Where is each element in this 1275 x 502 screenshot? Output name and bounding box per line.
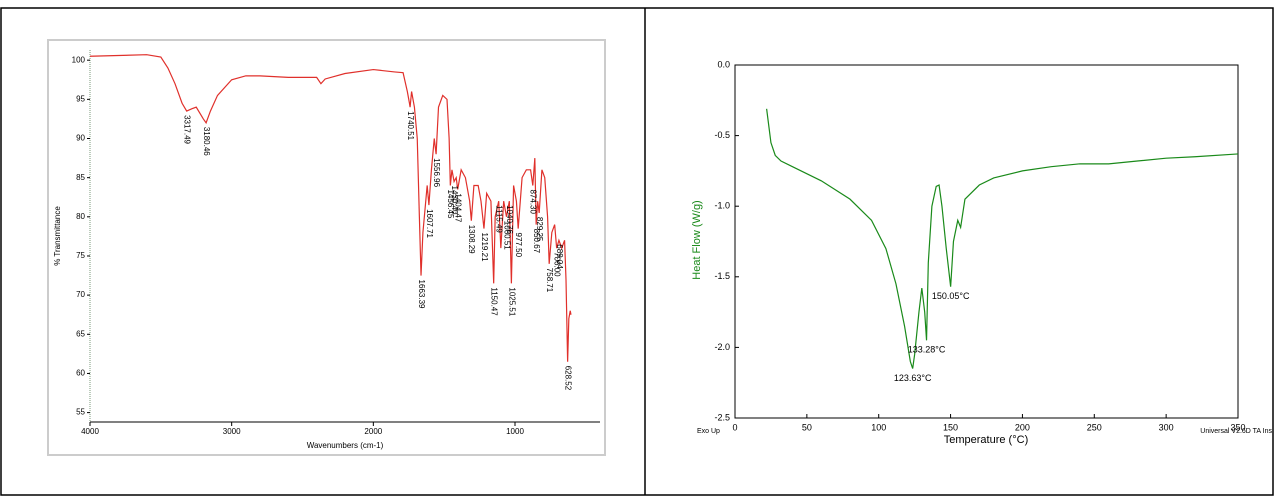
peak-label: 758.71: [545, 268, 554, 293]
y-axis-label: % Transmittance: [53, 206, 62, 266]
y-tick-label: -2.5: [714, 412, 730, 422]
y-tick-label: 75: [76, 251, 85, 260]
plot-frame: [734, 64, 1239, 419]
x-tick-label: 4000: [81, 427, 99, 436]
peak-label: 1308.29: [467, 225, 476, 254]
peak-label: 850.67: [532, 229, 541, 254]
peak-label: 977.50: [514, 233, 523, 258]
peak-label: 829.25: [535, 217, 544, 242]
x-tick-label: 300: [1159, 422, 1174, 432]
y-tick-label: 95: [76, 94, 85, 103]
y-tick-label: -2.0: [714, 342, 730, 352]
x-tick-label: 1000: [506, 427, 524, 436]
peak-label: 1456.45: [446, 189, 455, 218]
x-tick-label: 2000: [364, 427, 382, 436]
peak-label: 133.28°C: [908, 345, 946, 355]
y-axis-label: Heat Flow (W/g): [691, 200, 703, 279]
x-tick-label: 350: [1230, 422, 1245, 432]
y-tick-label: 70: [76, 290, 85, 299]
y-tick-label: 80: [76, 212, 85, 221]
peak-label: 706.00: [553, 252, 562, 277]
y-tick-label: -0.5: [714, 130, 730, 140]
peak-label: 1025.51: [507, 287, 516, 316]
x-tick-label: 200: [1015, 422, 1030, 432]
y-tick-label: 85: [76, 173, 85, 182]
x-axis-label: Wavenumbers (cm-1): [307, 441, 384, 450]
x-tick-label: 50: [802, 422, 812, 432]
x-tick-label: 100: [871, 422, 886, 432]
peak-label: 628.52: [564, 366, 573, 391]
peak-label: 1404.47: [454, 193, 463, 222]
peak-label: 150.05°C: [932, 291, 970, 301]
y-tick-label: 55: [76, 408, 85, 417]
corner-note: Exo Up: [697, 428, 720, 435]
peak-label: 1556.96: [432, 158, 441, 187]
peak-label: 1740.51: [406, 111, 415, 140]
peak-label: 1115.49: [495, 205, 504, 233]
y-tick-label: 0.0: [717, 59, 730, 69]
peak-label: 1060.51: [502, 221, 511, 250]
table-border: [0, 7, 1274, 496]
x-tick-label: 3000: [223, 427, 241, 436]
peak-label: 1219.21: [480, 233, 489, 262]
x-axis-label: Temperature (°C): [944, 434, 1028, 446]
peak-label: 1607.71: [425, 209, 434, 238]
peak-label: 1150.47: [490, 287, 499, 316]
peak-label: 689.04: [555, 244, 564, 269]
y-tick-label: -1.0: [714, 201, 730, 211]
corner-note: Universal V2.6D TA Ins: [1200, 428, 1272, 435]
y-tick-label: 65: [76, 329, 85, 338]
peak-label: 1430.40: [450, 186, 459, 215]
peak-label: 1040.76: [505, 205, 514, 234]
y-tick-label: 100: [72, 55, 86, 64]
y-tick-label: -1.5: [714, 271, 730, 281]
peak-label: 3180.46: [202, 127, 211, 156]
data-line: [89, 54, 572, 362]
x-tick-label: 250: [1087, 422, 1102, 432]
x-tick-label: 150: [943, 422, 958, 432]
x-tick-label: 0: [732, 422, 737, 432]
peak-label: 123.63°C: [894, 373, 932, 383]
peak-label: 3317.49: [183, 115, 192, 144]
y-tick-label: 90: [76, 134, 85, 143]
data-line: [766, 108, 1239, 369]
peak-label: 1663.39: [417, 280, 426, 309]
peak-label: 874.30: [529, 189, 538, 214]
y-tick-label: 60: [76, 369, 85, 378]
